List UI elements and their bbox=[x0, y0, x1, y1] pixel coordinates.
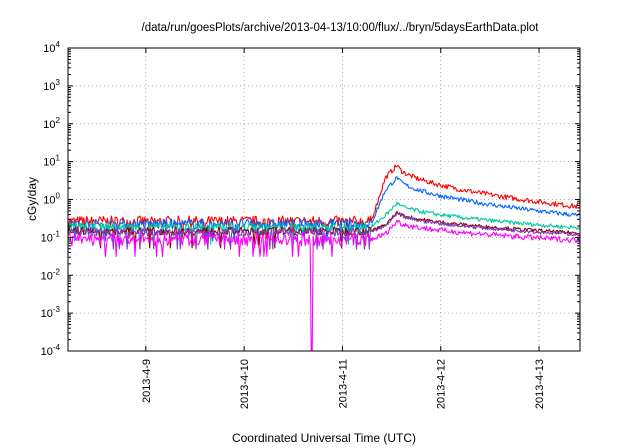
series-line-6 bbox=[67, 219, 581, 352]
y-tick-label: 102 bbox=[43, 116, 60, 131]
x-axis-label: Coordinated Universal Time (UTC) bbox=[232, 431, 416, 445]
y-tick-label: 100 bbox=[43, 192, 60, 207]
y-tick-label: 10-4 bbox=[41, 343, 61, 358]
series-line-5 bbox=[67, 212, 581, 250]
y-tick-label: 103 bbox=[43, 78, 60, 93]
x-tick-label: 2013-4-13 bbox=[534, 359, 546, 409]
chart-title: /data/run/goesPlots/archive/2013-04-13/1… bbox=[142, 22, 540, 34]
x-tick-label: 2013-4-10 bbox=[239, 359, 251, 409]
y-tick-label: 104 bbox=[43, 40, 60, 55]
series-group bbox=[67, 164, 581, 352]
y-tick-label: 10-2 bbox=[41, 267, 61, 282]
y-axis: 10-4 10-3 10-2 10-1 100 101 102 103 104 bbox=[41, 40, 580, 358]
x-tick-label: 2013-4-12 bbox=[436, 359, 448, 409]
y-tick-label: 10-3 bbox=[41, 305, 61, 320]
y-tick-label: 10-1 bbox=[41, 229, 61, 244]
y-tick-label: 101 bbox=[43, 154, 60, 169]
x-tick-label: 2013-4-9 bbox=[141, 359, 153, 403]
x-tick-label: 2013-4-11 bbox=[337, 359, 349, 408]
x-axis: 2013-4-9 2013-4-10 2013-4-11 2013-4-12 2013-… bbox=[141, 48, 546, 409]
series-line-4 bbox=[67, 210, 581, 249]
y-axis-label: cGy/day bbox=[25, 177, 39, 221]
